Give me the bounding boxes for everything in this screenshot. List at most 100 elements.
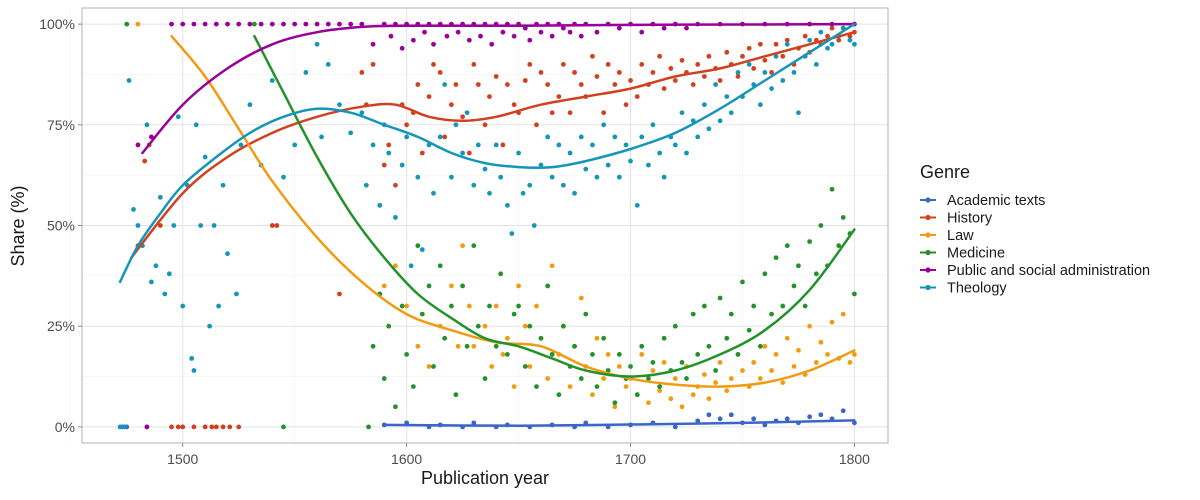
law-point: [728, 376, 734, 381]
theology-point: [144, 122, 150, 128]
theology-point: [567, 150, 573, 156]
law-point: [601, 376, 607, 381]
law-point: [679, 404, 685, 410]
law-point: [516, 283, 521, 289]
theology-point: [679, 110, 685, 116]
public-and-social-administration-point: [337, 21, 342, 27]
medicine-point: [639, 343, 645, 349]
theology-point: [198, 223, 204, 228]
law-point: [672, 376, 678, 381]
theology-point: [813, 61, 819, 67]
theology-point: [695, 134, 701, 140]
medicine-point: [560, 323, 566, 329]
medicine-point: [516, 303, 521, 309]
public-and-social-administration-point: [325, 21, 331, 27]
history-point: [549, 110, 555, 116]
medicine-point: [572, 343, 577, 349]
smooth-lines: [118, 22, 856, 427]
history-point: [431, 61, 436, 67]
public-and-social-administration-point: [213, 21, 219, 27]
public-and-social-administration-point: [236, 21, 242, 27]
medicine-point: [498, 271, 504, 277]
medicine-point: [780, 303, 786, 309]
history-point: [274, 223, 280, 228]
theology-point: [628, 158, 633, 164]
medicine-point: [646, 376, 651, 381]
medicine-point: [549, 351, 555, 357]
theology-point: [549, 174, 555, 180]
theology-point: [220, 182, 226, 188]
medicine-point: [370, 343, 376, 349]
theology-point: [453, 122, 459, 128]
medicine-point: [634, 392, 640, 398]
theology-point: [193, 122, 199, 128]
history-point: [466, 150, 472, 156]
law-point: [639, 351, 645, 357]
theology-point: [216, 303, 221, 309]
theology-point: [623, 142, 629, 148]
medicine-point: [612, 400, 618, 406]
law-point: [549, 263, 555, 269]
law-point: [489, 364, 495, 369]
medicine-point: [735, 351, 741, 357]
medicine-point: [829, 186, 835, 192]
medicine-point: [724, 335, 730, 341]
theology-point: [247, 102, 253, 108]
medicine-point: [386, 323, 392, 329]
medicine-point: [511, 311, 517, 317]
law-point: [426, 364, 432, 369]
theology-point: [504, 202, 510, 208]
history-point: [381, 162, 387, 168]
history-point: [735, 74, 741, 79]
history-point: [679, 57, 685, 63]
theology-point: [348, 130, 354, 136]
law-point: [657, 388, 663, 394]
medicine-point: [762, 271, 768, 277]
theology-point: [482, 166, 488, 172]
medicine-point: [124, 21, 130, 27]
history-point: [672, 78, 678, 83]
public-and-social-administration-point: [149, 134, 154, 140]
public-and-social-administration-point: [191, 21, 197, 27]
history-point: [623, 102, 629, 108]
public-and-social-administration-point: [616, 25, 622, 31]
theology-point: [234, 291, 239, 297]
public-and-social-administration-point: [478, 33, 483, 39]
theology-point: [757, 102, 763, 108]
history-point: [236, 424, 242, 430]
theology-point: [616, 174, 622, 180]
history-point: [836, 37, 842, 43]
history-point: [690, 82, 696, 87]
law-point: [612, 404, 618, 410]
legend-label: Theology: [947, 281, 1007, 297]
medicine-point: [802, 303, 808, 309]
public-and-social-administration-point: [489, 41, 495, 47]
medicine-point: [746, 327, 752, 333]
law-point: [847, 360, 853, 365]
theology-point: [175, 114, 181, 120]
history-point: [751, 66, 757, 71]
theology-point: [527, 182, 533, 188]
theology-point: [471, 182, 477, 188]
theology-point: [162, 291, 168, 297]
theology-point: [538, 162, 544, 168]
theology-point: [386, 150, 392, 156]
history-point: [773, 41, 779, 47]
theology-point: [393, 215, 398, 220]
history-point: [482, 122, 488, 128]
theology-point: [337, 102, 342, 108]
medicine-point: [706, 343, 712, 349]
history-point: [442, 134, 448, 140]
public-and-social-administration-point: [578, 33, 584, 39]
theology-smooth-line: [118, 22, 856, 284]
public-and-social-administration-point: [639, 29, 645, 35]
history-point: [780, 53, 786, 59]
medicine-point: [672, 323, 678, 329]
academic-texts-point: [695, 418, 701, 424]
history-point: [220, 424, 226, 430]
theology-point: [303, 70, 309, 75]
law-point: [522, 323, 528, 329]
legend-label: History: [947, 211, 993, 227]
medicine-point: [590, 351, 595, 357]
